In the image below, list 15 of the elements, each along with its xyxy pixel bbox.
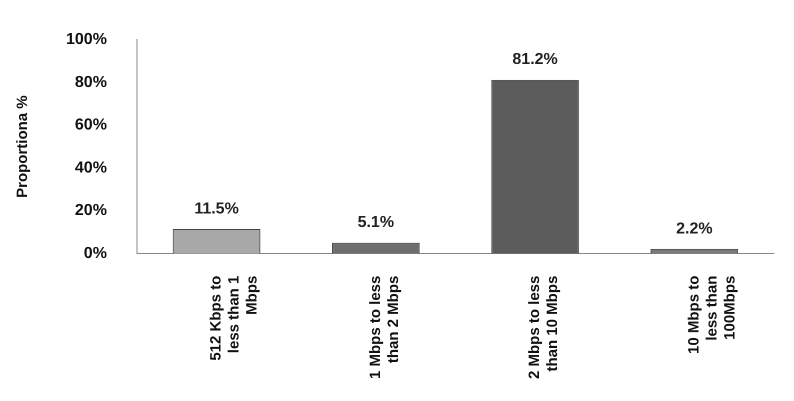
y-tick-label: 60% <box>74 116 107 134</box>
data-label: 81.2% <box>512 51 558 68</box>
y-tick-label: 80% <box>74 74 107 91</box>
x-tick-label: 1 Mbps to less than 2 Mbps <box>366 276 402 379</box>
x-tick-label: 2 Mbps to less than 10 Mbps <box>526 276 562 379</box>
y-tick-label: 100% <box>66 31 107 48</box>
y-tick-label: 0% <box>84 245 107 262</box>
y-tick-label: 40% <box>74 159 107 176</box>
x-tick-label: 10 Mbps to less than 100Mbps <box>686 276 739 354</box>
y-axis-title: Proportiona % <box>14 95 32 198</box>
x-tick-label: 512 Kbps to less than 1 Mbps <box>208 276 261 361</box>
data-label: 11.5% <box>194 200 239 218</box>
data-label: 5.1% <box>358 214 394 232</box>
y-tick-label: 20% <box>74 202 107 220</box>
data-label: 2.2% <box>676 220 713 238</box>
